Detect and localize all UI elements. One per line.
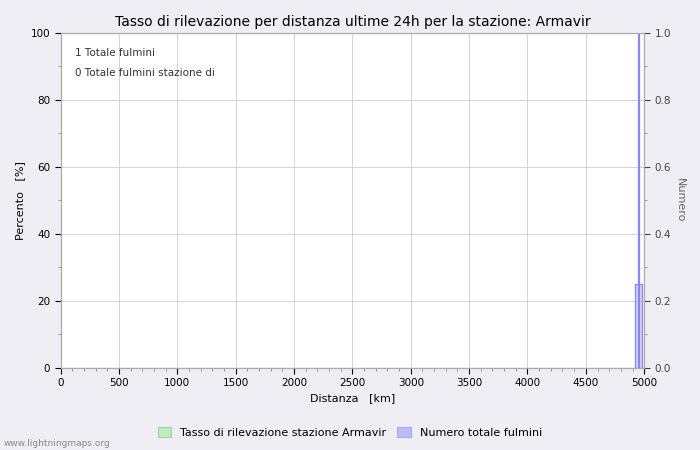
Title: Tasso di rilevazione per distanza ultime 24h per la stazione: Armavir: Tasso di rilevazione per distanza ultime…	[115, 15, 590, 29]
Y-axis label: Numero: Numero	[675, 178, 685, 222]
Y-axis label: Percento   [%]: Percento [%]	[15, 161, 25, 240]
Text: www.lightningmaps.org: www.lightningmaps.org	[4, 439, 111, 448]
Legend: Tasso di rilevazione stazione Armavir, Numero totale fulmini: Tasso di rilevazione stazione Armavir, N…	[153, 423, 547, 442]
X-axis label: Distanza   [km]: Distanza [km]	[310, 393, 395, 404]
Text: 1 Totale fulmini: 1 Totale fulmini	[75, 48, 155, 58]
Text: 0 Totale fulmini stazione di: 0 Totale fulmini stazione di	[75, 68, 215, 78]
